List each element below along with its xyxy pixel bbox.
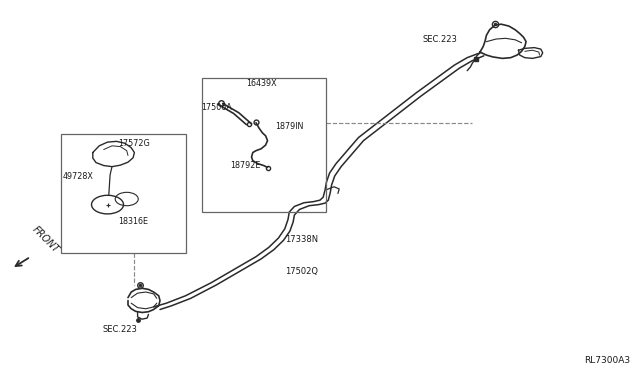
Bar: [61, 134, 186, 253]
Bar: [202, 78, 326, 212]
Text: 18316E: 18316E: [118, 217, 148, 226]
Text: RL7300A3: RL7300A3: [584, 356, 630, 365]
Text: 17338N: 17338N: [285, 235, 318, 244]
Text: FRONT: FRONT: [31, 225, 61, 255]
Text: SEC.223: SEC.223: [422, 35, 457, 44]
Text: SEC.223: SEC.223: [102, 325, 137, 334]
Text: 17506A: 17506A: [202, 103, 232, 112]
Text: 16439X: 16439X: [246, 79, 277, 88]
Text: 18792E: 18792E: [230, 161, 260, 170]
Text: 17572G: 17572G: [118, 139, 150, 148]
Text: 1879IN: 1879IN: [275, 122, 303, 131]
Text: 49728X: 49728X: [63, 172, 93, 181]
Text: 17502Q: 17502Q: [285, 267, 318, 276]
